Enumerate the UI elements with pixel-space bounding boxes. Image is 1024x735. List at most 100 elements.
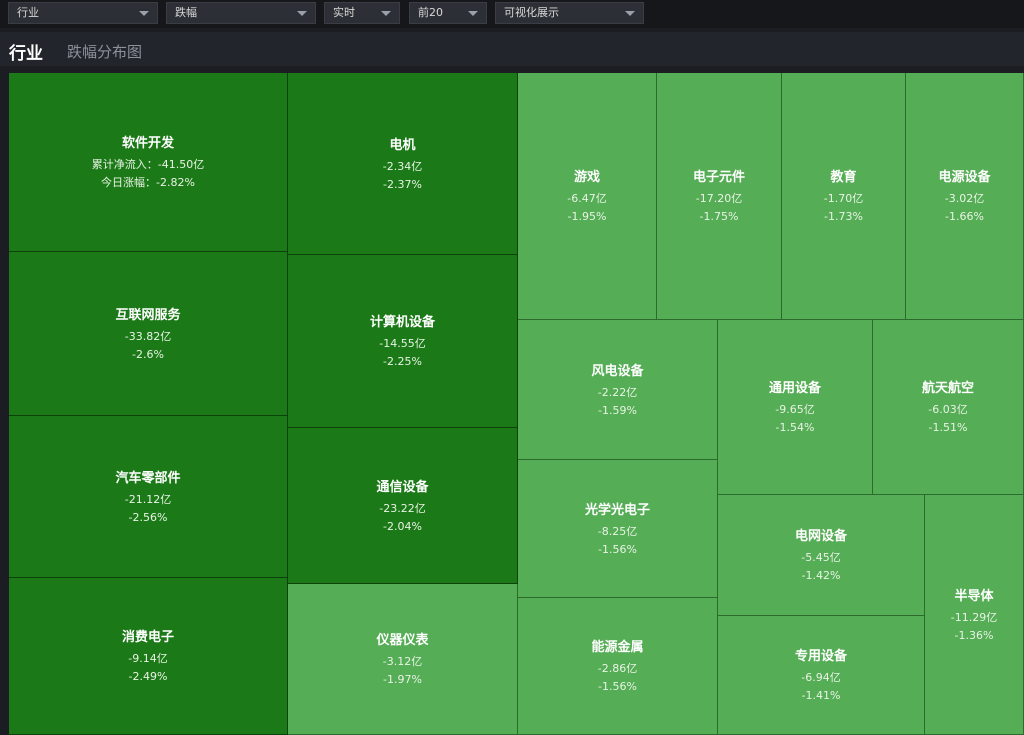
page-subtitle: 跌幅分布图 xyxy=(67,43,143,61)
treemap-tile[interactable]: 游戏 -6.47亿 -1.95% xyxy=(518,73,657,320)
tile-name: 能源金属 xyxy=(591,640,644,655)
treemap-tile[interactable]: 电网设备 -5.45亿 -1.42% xyxy=(718,495,925,616)
time-select-value: 实时 xyxy=(333,6,355,19)
tile-name: 半导体 xyxy=(954,588,994,604)
treemap-tile[interactable]: 汽车零部件 -21.12亿 -2.56% xyxy=(9,416,288,578)
tile-change: -1.42% xyxy=(801,569,841,582)
chevron-down-icon xyxy=(139,11,149,16)
tile-change: -1.66% xyxy=(945,210,984,223)
tile-flow: -23.22亿 xyxy=(379,501,426,515)
tile-name: 计算机设备 xyxy=(369,315,435,330)
tile-flow: -6.03亿 xyxy=(928,403,968,416)
tile-name: 专用设备 xyxy=(794,649,847,664)
tile-name: 消费电子 xyxy=(121,630,174,645)
tile-change: -2.25% xyxy=(383,355,422,368)
treemap-tile[interactable]: 航天航空 -6.03亿 -1.51% xyxy=(873,320,1024,495)
tile-flow: -6.94亿 xyxy=(801,671,841,684)
tile-name: 软件开发 xyxy=(121,136,174,151)
time-select[interactable]: 实时 xyxy=(324,2,400,24)
treemap-tile[interactable]: 消费电子 -9.14亿 -2.49% xyxy=(9,578,288,735)
tile-change: -2.49% xyxy=(128,670,168,683)
count-select[interactable]: 前20 xyxy=(409,2,487,24)
view-select-value: 可视化展示 xyxy=(504,6,559,19)
tile-flow: -17.20亿 xyxy=(695,192,743,205)
count-select-value: 前20 xyxy=(418,6,443,19)
treemap-tile[interactable]: 通用设备 -9.65亿 -1.54% xyxy=(718,320,873,495)
tile-name: 汽车零部件 xyxy=(115,470,181,486)
page-header: 行业 跌幅分布图 xyxy=(0,32,1024,66)
page-title: 行业 xyxy=(9,44,43,64)
tile-change: -1.95% xyxy=(567,210,607,223)
tile-change: -1.73% xyxy=(824,210,863,223)
view-select[interactable]: 可视化展示 xyxy=(495,2,644,24)
treemap-tile[interactable]: 互联网服务 -33.82亿 -2.6% xyxy=(9,252,288,416)
tile-name: 航天航空 xyxy=(921,381,974,396)
tile-change: -1.97% xyxy=(383,673,422,686)
treemap-tile[interactable]: 教育 -1.70亿 -1.73% xyxy=(782,73,906,320)
tile-name: 互联网服务 xyxy=(115,307,181,323)
treemap-tile[interactable]: 电子元件 -17.20亿 -1.75% xyxy=(657,73,782,320)
tile-flow: -2.34亿 xyxy=(382,159,423,173)
tile-name: 电子元件 xyxy=(692,170,745,185)
tile-change: -2.6% xyxy=(132,347,164,361)
tile-change: -1.54% xyxy=(775,421,815,434)
tile-name: 电网设备 xyxy=(794,529,847,544)
tile-change: 今日涨幅：-2.82% xyxy=(101,176,195,189)
treemap-tile[interactable]: 仪器仪表 -3.12亿 -1.97% xyxy=(288,584,518,735)
category-select[interactable]: 行业 xyxy=(8,2,158,24)
tile-flow: -11.29亿 xyxy=(950,610,998,624)
treemap-tile[interactable]: 电机 -2.34亿 -2.37% xyxy=(288,73,518,255)
tile-name: 仪器仪表 xyxy=(376,633,429,648)
treemap-tile[interactable]: 光学光电子 -8.25亿 -1.56% xyxy=(518,460,718,598)
metric-select[interactable]: 跌幅 xyxy=(166,2,316,24)
tile-change: -2.04% xyxy=(383,519,422,533)
filter-bar: 行业 跌幅 实时 前20 可视化展示 xyxy=(0,0,1024,28)
tile-flow: -5.45亿 xyxy=(801,551,841,564)
treemap-tile[interactable]: 风电设备 -2.22亿 -1.59% xyxy=(518,320,718,460)
tile-name: 通用设备 xyxy=(768,381,821,396)
category-select-value: 行业 xyxy=(17,6,39,19)
tile-flow: -9.14亿 xyxy=(128,652,168,665)
tile-flow: -8.25亿 xyxy=(597,524,638,538)
tile-change: -1.75% xyxy=(699,210,739,223)
tile-flow: -14.55亿 xyxy=(379,337,426,350)
tile-flow: -3.02亿 xyxy=(944,192,985,205)
tile-flow: -9.65亿 xyxy=(775,403,815,416)
tile-name: 电源设备 xyxy=(938,170,991,185)
tile-flow: -3.12亿 xyxy=(382,655,423,668)
chevron-down-icon xyxy=(468,11,478,16)
tile-name: 电机 xyxy=(389,137,416,153)
tile-change: -1.56% xyxy=(598,680,637,693)
tile-flow: -2.86亿 xyxy=(597,662,638,675)
chevron-down-icon xyxy=(297,11,307,16)
treemap-tile[interactable]: 能源金属 -2.86亿 -1.56% xyxy=(518,598,718,735)
treemap-tile[interactable]: 通信设备 -23.22亿 -2.04% xyxy=(288,428,518,584)
metric-select-value: 跌幅 xyxy=(175,6,197,19)
tile-name: 光学光电子 xyxy=(584,502,650,518)
tile-name: 游戏 xyxy=(573,170,600,185)
treemap-tile[interactable]: 计算机设备 -14.55亿 -2.25% xyxy=(288,255,518,428)
treemap-tile[interactable]: 电源设备 -3.02亿 -1.66% xyxy=(906,73,1024,320)
tile-flow: -6.47亿 xyxy=(567,192,607,205)
treemap-tile[interactable]: 软件开发 累计净流入：-41.50亿 今日涨幅：-2.82% xyxy=(9,73,288,252)
treemap: 软件开发 累计净流入：-41.50亿 今日涨幅：-2.82% 互联网服务 -33… xyxy=(9,73,1024,735)
tile-change: -1.51% xyxy=(928,421,968,434)
tile-change: -1.36% xyxy=(954,628,994,642)
tile-change: -2.37% xyxy=(383,177,422,191)
tile-name: 风电设备 xyxy=(591,363,644,379)
treemap-tile[interactable]: 半导体 -11.29亿 -1.36% xyxy=(925,495,1024,735)
chevron-down-icon xyxy=(381,11,391,16)
treemap-tile[interactable]: 专用设备 -6.94亿 -1.41% xyxy=(718,616,925,735)
tile-flow: -33.82亿 xyxy=(124,329,172,343)
tile-name: 通信设备 xyxy=(376,479,429,495)
tile-flow: -2.22亿 xyxy=(597,385,638,399)
tile-name: 教育 xyxy=(830,170,857,185)
chevron-down-icon xyxy=(625,11,635,16)
tile-change: -1.41% xyxy=(801,689,841,702)
tile-change: -2.56% xyxy=(128,510,168,524)
tile-change: -1.59% xyxy=(598,403,637,417)
tile-flow: -21.12亿 xyxy=(124,492,172,506)
tile-flow: -1.70亿 xyxy=(823,192,864,205)
tile-change: -1.56% xyxy=(598,542,637,556)
tile-flow: 累计净流入：-41.50亿 xyxy=(91,158,205,171)
